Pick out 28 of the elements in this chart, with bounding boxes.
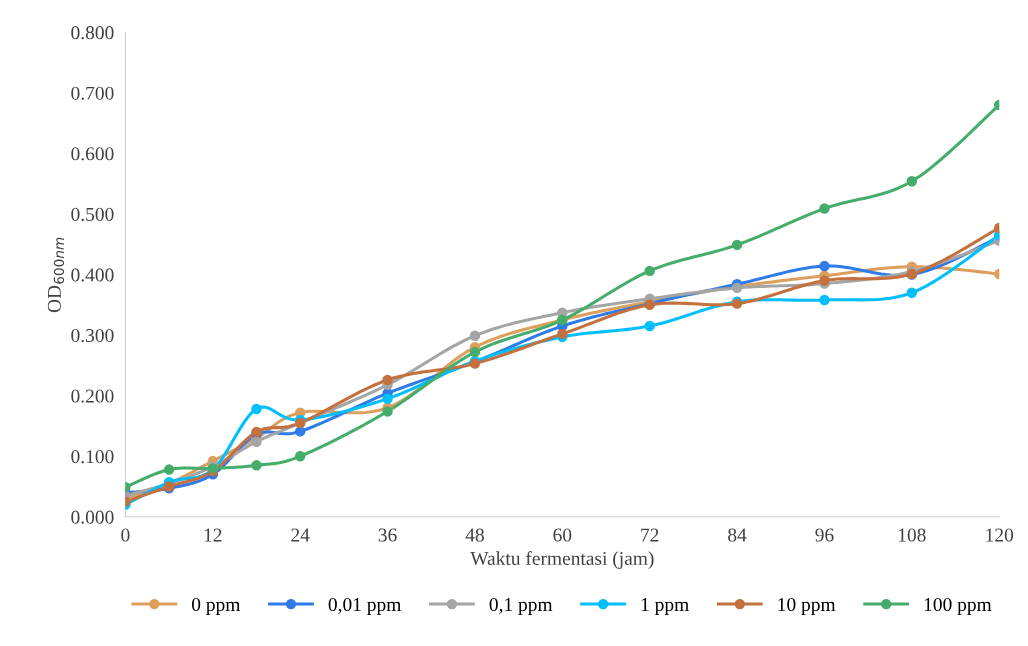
x-tick-label: 84 — [728, 528, 747, 542]
x-tick-label: 0 — [121, 528, 130, 542]
legend-label: 0 ppm — [191, 597, 241, 616]
x-tick-label: 36 — [378, 528, 397, 542]
x-tick-label: 72 — [641, 528, 659, 542]
legend-label: 10 ppm — [778, 597, 836, 616]
y-tick-label: 0.800 — [71, 26, 114, 40]
y-tick-label: 0.700 — [71, 86, 114, 100]
x-tick-label: 60 — [553, 528, 572, 542]
y-tick-label: 0.300 — [71, 328, 114, 343]
y-tick-label: 0.400 — [71, 268, 114, 282]
x-tick-label: 48 — [465, 528, 484, 542]
x-tick-label: 24 — [291, 528, 310, 542]
x-tick-label: 12 — [204, 528, 222, 542]
legend-label: 1 ppm — [641, 598, 689, 616]
legend-label: 0,01 ppm — [328, 597, 402, 616]
legend-label: 100 ppm — [924, 597, 992, 616]
y-tick-label: 0.000 — [71, 510, 114, 524]
y-tick-label: 0.600 — [71, 147, 114, 161]
x-tick-label: 108 — [898, 528, 926, 542]
y-axis-title: OD$_{600nm}$ — [47, 237, 65, 313]
y-tick-label: 0.200 — [71, 389, 114, 403]
x-axis-title: Waktu fermentasi (jam) — [470, 551, 654, 569]
x-tick-label: 96 — [815, 528, 834, 542]
y-tick-label: 0.100 — [71, 450, 114, 464]
legend-label: 0,1 ppm — [489, 597, 553, 616]
x-tick-label: 120 — [986, 528, 1014, 542]
y-tick-label: 0.500 — [71, 207, 114, 222]
